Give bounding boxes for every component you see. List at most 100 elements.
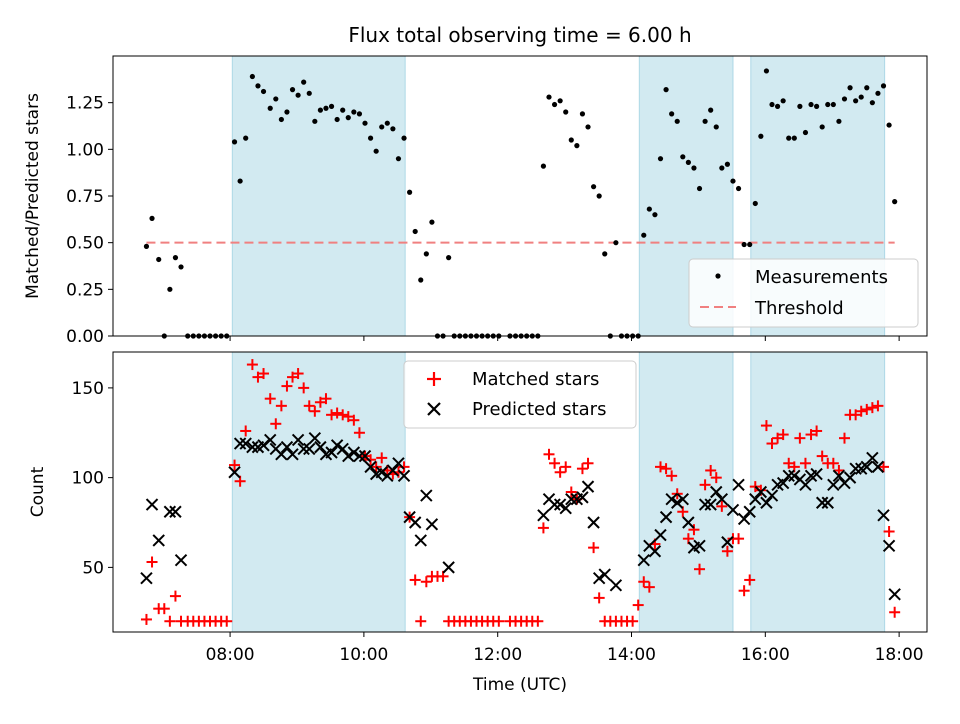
predicted-point: [788, 469, 801, 483]
measurement-point: [546, 94, 552, 100]
measurement-point: [769, 101, 775, 108]
measurement-point: [674, 118, 680, 124]
predicted-point: [888, 588, 901, 601]
matched-point: [799, 457, 811, 469]
measurement-point: [646, 206, 652, 212]
matched-point: [348, 414, 360, 426]
measurement-point: [356, 111, 363, 117]
predicted-point: [810, 467, 823, 481]
measurement-point: [284, 109, 290, 115]
predicted-point: [815, 496, 829, 509]
predicted-point: [233, 437, 247, 450]
measurement-point: [791, 135, 797, 141]
matched-point: [582, 457, 594, 469]
predicted-point: [152, 534, 165, 547]
measurement-point: [752, 200, 758, 207]
matched-point: [365, 454, 377, 466]
count-points: [140, 359, 901, 627]
matched-point: [627, 615, 639, 627]
measurement-point: [685, 159, 691, 165]
measurement-point: [869, 100, 875, 106]
predicted-point: [671, 496, 684, 509]
matched-point: [872, 400, 884, 412]
x-tick-label: 18:00: [875, 645, 924, 665]
measurement-point: [819, 124, 825, 130]
matched-point: [532, 615, 544, 627]
matched-point: [169, 590, 181, 602]
measurement-point: [847, 85, 853, 91]
predicted-point: [710, 485, 723, 499]
measurement-point: [590, 184, 597, 190]
measurement-point: [278, 116, 284, 123]
measurement-point: [786, 135, 792, 141]
matched-point: [331, 407, 343, 419]
measurement-point: [657, 156, 664, 162]
matched-point: [258, 368, 270, 380]
matched-point: [721, 545, 733, 557]
matched-point: [275, 400, 287, 412]
measurement-point: [334, 116, 340, 123]
measurement-point: [724, 161, 731, 167]
matched-point: [716, 500, 728, 512]
predicted-point: [698, 498, 712, 511]
matched-point: [777, 429, 789, 441]
observing-window: [231, 55, 406, 337]
predicted-point: [425, 518, 439, 531]
matched-point: [643, 581, 655, 593]
matched-point: [398, 461, 410, 473]
matched-point: [733, 533, 745, 545]
measurement-point: [814, 103, 820, 109]
matched-point: [705, 464, 717, 476]
x-tick-label: 08:00: [206, 645, 255, 665]
matched-point: [140, 613, 152, 625]
measurement-point: [423, 251, 429, 257]
measurement-point: [613, 240, 619, 246]
matched-point: [805, 429, 817, 441]
matched-point: [710, 472, 722, 484]
predicted-point: [877, 509, 890, 522]
predicted-point: [760, 496, 773, 509]
matched-point: [766, 438, 778, 450]
measurement-point: [345, 115, 351, 121]
matched-point: [565, 486, 577, 498]
measurement-point: [735, 185, 742, 192]
measurement-point: [841, 96, 848, 102]
matched-point: [353, 427, 365, 439]
matched-point: [415, 615, 427, 627]
predicted-point: [637, 553, 650, 567]
top-panel: 0.00 0.25 0.50 0.75 1.00 1.25 Matched/Predict…: [23, 55, 928, 347]
matched-point: [833, 464, 845, 476]
measurement-point: [149, 215, 155, 221]
matched-point: [838, 432, 850, 444]
measurement-point: [267, 105, 273, 111]
matched-point: [554, 466, 566, 478]
matched-point: [270, 418, 282, 430]
predicted-point: [246, 440, 259, 454]
y-tick-label: 1.00: [66, 140, 104, 160]
matched-point: [878, 461, 890, 473]
predicted-point: [275, 448, 288, 461]
predicted-point: [314, 440, 327, 454]
predicted-point: [358, 449, 372, 463]
predicted-point: [364, 460, 377, 474]
measurement-point: [719, 165, 725, 171]
measurement-point: [747, 241, 753, 248]
matched-point: [320, 393, 332, 405]
predicted-point: [397, 469, 411, 483]
predicted-point: [693, 539, 706, 553]
measurement-point: [178, 264, 184, 270]
predicted-point: [414, 534, 427, 547]
measurement-point: [663, 87, 669, 93]
matched-point: [760, 420, 772, 432]
measurement-point: [407, 189, 413, 195]
measurement-point: [249, 73, 255, 80]
measurement-point: [395, 156, 402, 162]
predicted-point: [408, 516, 422, 529]
measurement-point: [390, 126, 396, 132]
matched-point: [699, 479, 711, 491]
chart-title: Flux total observing time = 6.00 h: [348, 23, 691, 47]
predicted-point: [169, 505, 182, 518]
matched-point: [794, 432, 806, 444]
matched-point: [632, 599, 644, 611]
predicted-point: [576, 491, 589, 504]
